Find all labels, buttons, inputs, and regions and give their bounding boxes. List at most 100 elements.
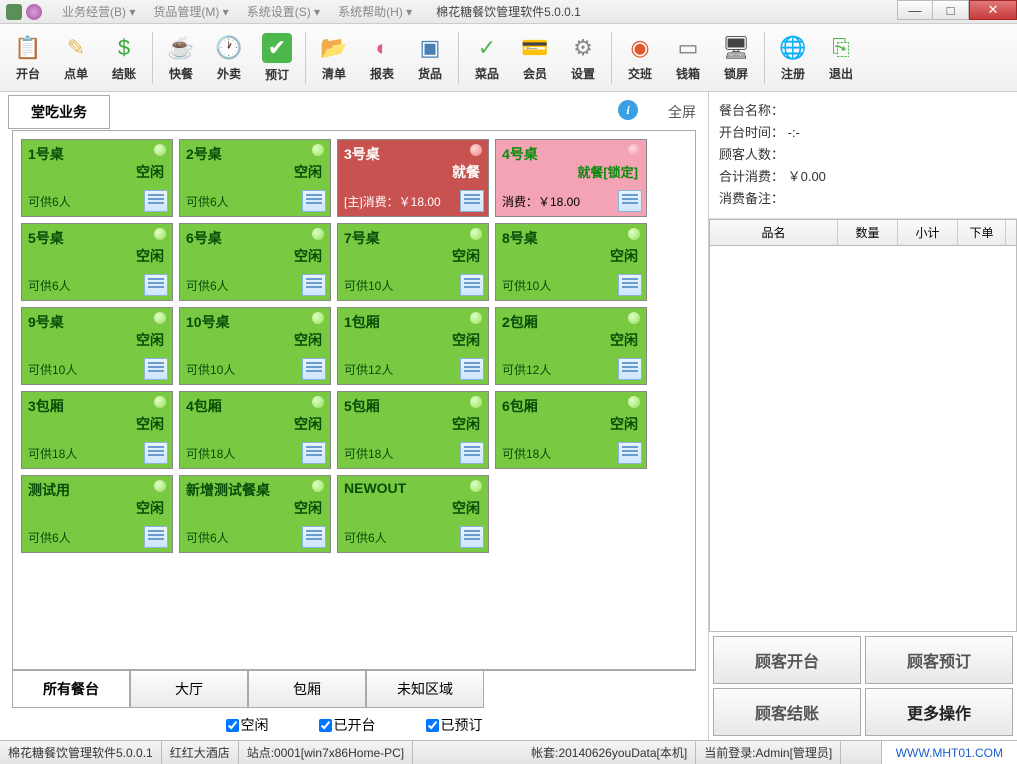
- table-card[interactable]: 3号桌 就餐 [主]消费：￥18.00: [337, 139, 489, 217]
- toolbar-icon: ⎘: [827, 34, 855, 62]
- table-name: 测试用: [28, 480, 166, 500]
- filter-已开台[interactable]: 已开台: [319, 715, 376, 735]
- toolbar-点单[interactable]: ✎点单: [52, 28, 100, 88]
- minimize-button[interactable]: —: [897, 0, 933, 20]
- note-icon: [302, 190, 326, 212]
- toolbar-预订[interactable]: ✔预订: [253, 28, 301, 88]
- toolbar-钱箱[interactable]: ▭钱箱: [664, 28, 712, 88]
- toolbar-报表[interactable]: ◐报表: [358, 28, 406, 88]
- menu-item[interactable]: 货品管理(M) ▾: [145, 0, 236, 23]
- info-total: 合计消费： ￥0.00: [719, 166, 1007, 188]
- area-tab[interactable]: 所有餐台: [12, 671, 130, 708]
- toolbar-退出[interactable]: ⎘退出: [817, 28, 865, 88]
- filter-checkbox[interactable]: [226, 719, 239, 732]
- action-buttons: 顾客开台顾客预订顾客结账更多操作: [709, 632, 1017, 740]
- menu-item[interactable]: 系统设置(S) ▾: [239, 0, 328, 23]
- toolbar-icon: 🖥: [722, 34, 750, 62]
- filter-已预订[interactable]: 已预订: [426, 715, 483, 735]
- toolbar-注册[interactable]: 🌐注册: [769, 28, 817, 88]
- toolbar-开台[interactable]: 📋开台: [4, 28, 52, 88]
- action-顾客结账[interactable]: 顾客结账: [713, 688, 861, 736]
- tab-dinein[interactable]: 堂吃业务: [8, 95, 110, 129]
- table-capacity: 可供6人: [28, 529, 71, 546]
- table-name: 3号桌: [344, 144, 482, 164]
- toolbar-菜品[interactable]: ✓菜品: [463, 28, 511, 88]
- toolbar-icon: ⚙: [569, 34, 597, 62]
- toolbar-锁屏[interactable]: 🖥锁屏: [712, 28, 760, 88]
- table-card[interactable]: 5包厢 空闲 可供18人: [337, 391, 489, 469]
- note-icon: [302, 526, 326, 548]
- menu-item[interactable]: 系统帮助(H) ▾: [330, 0, 420, 23]
- toolbar-icon: ◉: [626, 34, 654, 62]
- area-tab[interactable]: 包厢: [248, 671, 366, 708]
- fullscreen-button[interactable]: 全屏: [668, 102, 696, 122]
- table-card[interactable]: NEWOUT 空闲 可供6人: [337, 475, 489, 553]
- toolbar-清单[interactable]: 📂清单: [310, 28, 358, 88]
- table-state: 就餐[锁定]: [577, 162, 638, 181]
- table-card[interactable]: 2包厢 空闲 可供12人: [495, 307, 647, 385]
- toolbar-label: 交班: [628, 65, 652, 82]
- action-顾客开台[interactable]: 顾客开台: [713, 636, 861, 684]
- table-name: 9号桌: [28, 312, 166, 332]
- filter-checkbox[interactable]: [319, 719, 332, 732]
- toolbar-会员[interactable]: 💳会员: [511, 28, 559, 88]
- toolbar-设置[interactable]: ⚙设置: [559, 28, 607, 88]
- table-card[interactable]: 新增测试餐桌 空闲 可供6人: [179, 475, 331, 553]
- table-card[interactable]: 4号桌 就餐[锁定] 消费：￥18.00: [495, 139, 647, 217]
- table-card[interactable]: 1包厢 空闲 可供12人: [337, 307, 489, 385]
- table-capacity: 可供12人: [344, 361, 393, 378]
- table-card[interactable]: 4包厢 空闲 可供18人: [179, 391, 331, 469]
- toolbar-快餐[interactable]: ☕快餐: [157, 28, 205, 88]
- status-dot-icon: [628, 312, 640, 324]
- table-card[interactable]: 2号桌 空闲 可供6人: [179, 139, 331, 217]
- table-state: 空闲: [136, 330, 164, 350]
- action-更多操作[interactable]: 更多操作: [865, 688, 1013, 736]
- toolbar-外卖[interactable]: 🕐外卖: [205, 28, 253, 88]
- filter-空闲[interactable]: 空闲: [226, 715, 269, 735]
- table-name: NEWOUT: [344, 480, 482, 496]
- status-db: 帐套:20140626youData[本机]: [523, 741, 696, 764]
- toolbar-货品[interactable]: ▣货品: [406, 28, 454, 88]
- table-card[interactable]: 测试用 空闲 可供6人: [21, 475, 173, 553]
- table-card[interactable]: 7号桌 空闲 可供10人: [337, 223, 489, 301]
- note-icon: [460, 358, 484, 380]
- table-state: 空闲: [294, 498, 322, 518]
- maximize-button[interactable]: □: [933, 0, 969, 20]
- toolbar-separator: [458, 32, 459, 84]
- table-card[interactable]: 6号桌 空闲 可供6人: [179, 223, 331, 301]
- menu-item[interactable]: 业务经营(B) ▾: [54, 0, 143, 23]
- right-pane: 餐台名称： 开台时间： -:- 顾客人数： 合计消费： ￥0.00 消费备注： …: [709, 92, 1017, 740]
- filter-checkbox[interactable]: [426, 719, 439, 732]
- area-tab[interactable]: 未知区域: [366, 671, 484, 708]
- table-capacity: 可供6人: [28, 193, 71, 210]
- toolbar-label: 清单: [322, 65, 346, 82]
- table-card[interactable]: 1号桌 空闲 可供6人: [21, 139, 173, 217]
- action-顾客预订[interactable]: 顾客预订: [865, 636, 1013, 684]
- table-name: 4号桌: [502, 144, 640, 164]
- info-icon[interactable]: i: [618, 100, 638, 120]
- table-card[interactable]: 6包厢 空闲 可供18人: [495, 391, 647, 469]
- table-card[interactable]: 10号桌 空闲 可供10人: [179, 307, 331, 385]
- status-store: 红红大酒店: [162, 741, 239, 764]
- area-tab[interactable]: 大厅: [130, 671, 248, 708]
- table-name: 2号桌: [186, 144, 324, 164]
- table-card[interactable]: 3包厢 空闲 可供18人: [21, 391, 173, 469]
- table-card[interactable]: 8号桌 空闲 可供10人: [495, 223, 647, 301]
- table-card[interactable]: 5号桌 空闲 可供6人: [21, 223, 173, 301]
- table-capacity: 可供10人: [28, 361, 77, 378]
- status-app: 棉花糖餐饮管理软件5.0.0.1: [0, 741, 162, 764]
- table-name: 5包厢: [344, 396, 482, 416]
- toolbar-label: 菜品: [475, 65, 499, 82]
- toolbar-结账[interactable]: $结账: [100, 28, 148, 88]
- close-button[interactable]: ✕: [969, 0, 1017, 20]
- table-card[interactable]: 9号桌 空闲 可供10人: [21, 307, 173, 385]
- table-capacity: 消费：￥18.00: [502, 193, 580, 210]
- info-guests: 顾客人数：: [719, 144, 1007, 166]
- table-capacity: 可供6人: [186, 193, 229, 210]
- toolbar-icon: 📋: [14, 34, 42, 62]
- toolbar-label: 报表: [370, 65, 394, 82]
- note-icon: [302, 358, 326, 380]
- toolbar-交班[interactable]: ◉ 交班: [616, 28, 664, 88]
- order-col-header: 下单: [958, 220, 1006, 245]
- status-url[interactable]: WWW.MHT01.COM: [881, 741, 1017, 764]
